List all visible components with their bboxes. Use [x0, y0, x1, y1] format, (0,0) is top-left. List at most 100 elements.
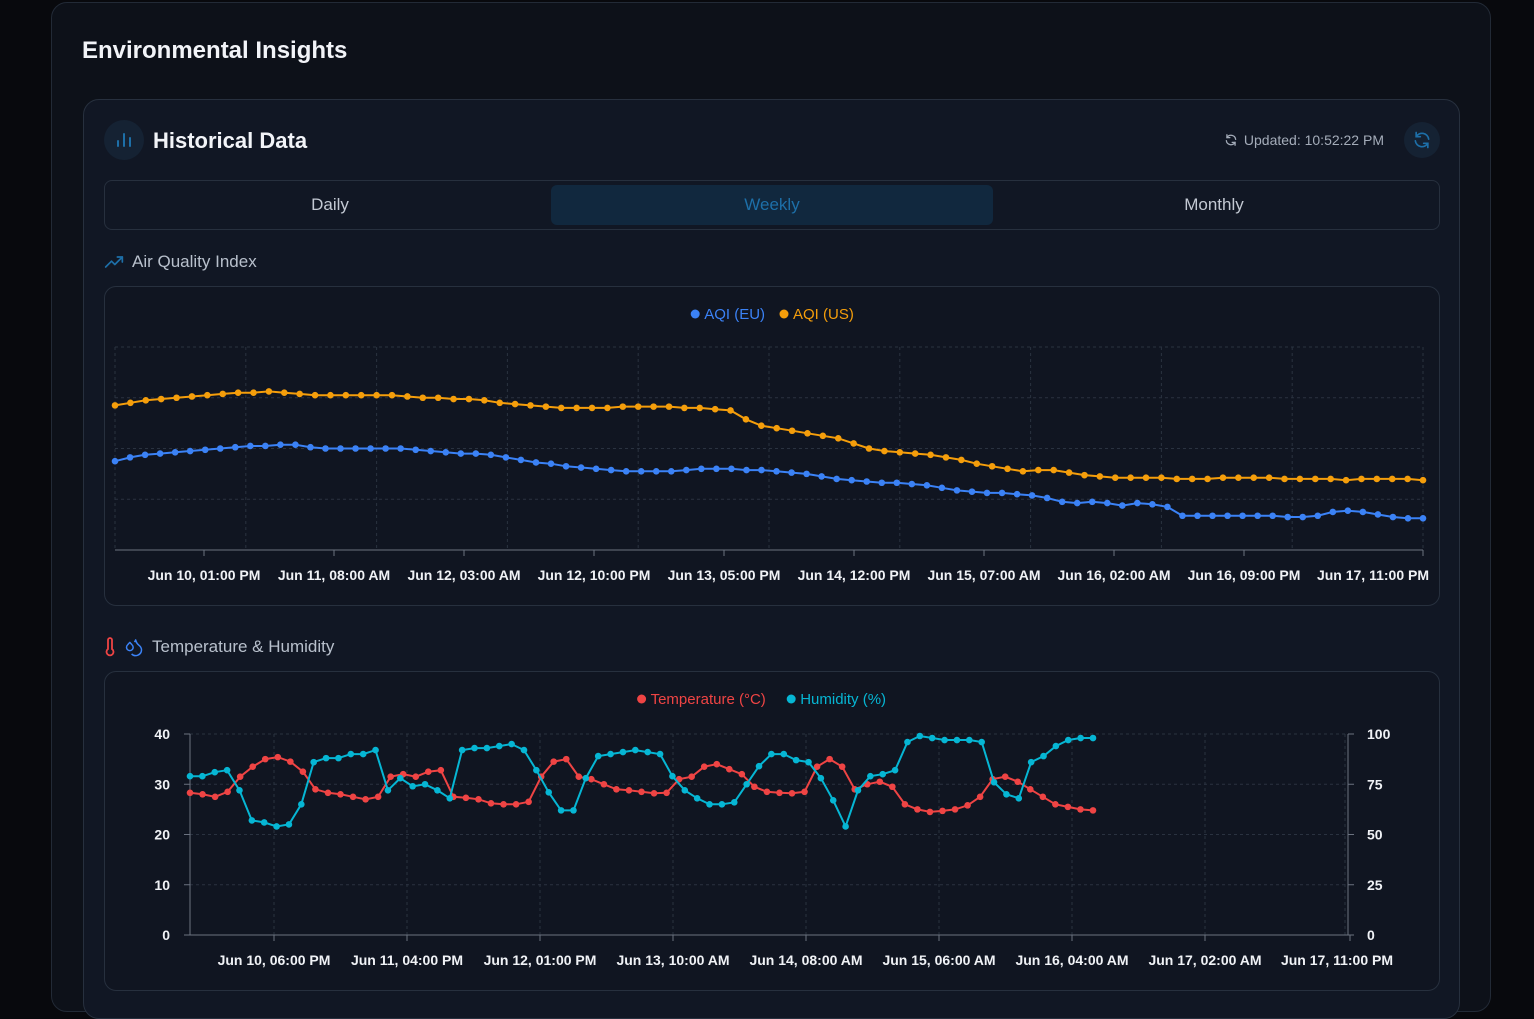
th-right-tick-label: 25 [1367, 877, 1383, 893]
th-point-hum [396, 774, 404, 782]
aqi-point-eu [1284, 513, 1291, 521]
aqi-point-eu [833, 475, 840, 483]
legend-label-hum: Humidity (%) [800, 691, 886, 708]
th-point-temp [224, 788, 231, 796]
aqi-point-us [1281, 475, 1288, 483]
th-point-hum [842, 823, 849, 830]
th-point-hum [632, 746, 639, 754]
th-point-hum [483, 744, 491, 752]
th-point-hum [359, 750, 367, 758]
th-left-tick-label: 10 [154, 877, 170, 893]
th-point-hum [619, 748, 627, 756]
th-point-hum [508, 740, 515, 748]
aqi-point-eu [1269, 512, 1276, 520]
aqi-point-eu [998, 489, 1006, 497]
aqi-x-tick-label: Jun 12, 10:00 PM [538, 567, 651, 583]
th-point-temp [713, 760, 721, 768]
th-point-temp [964, 802, 971, 809]
aqi-point-us [634, 403, 642, 410]
aqi-point-us [850, 440, 857, 447]
aqi-point-eu [277, 441, 284, 448]
th-point-temp [512, 801, 520, 808]
aqi-point-us [1358, 475, 1365, 483]
aqi-point-us [1173, 475, 1181, 483]
aqi-point-eu [307, 443, 314, 451]
aqi-point-us [881, 447, 888, 455]
th-left-tick-label: 20 [154, 827, 170, 843]
aqi-point-us [1004, 465, 1011, 473]
th-point-hum [310, 758, 317, 766]
th-point-hum [941, 736, 948, 744]
aqi-point-us [342, 391, 350, 399]
th-right-tick-label: 75 [1367, 776, 1383, 792]
tab-weekly[interactable]: Weekly [551, 185, 993, 225]
th-point-hum [768, 750, 775, 758]
aqi-point-us [1111, 474, 1119, 481]
aqi-point-us [927, 451, 934, 459]
th-point-hum [854, 786, 862, 794]
th-point-temp [387, 773, 394, 781]
th-x-tick-label: Jun 11, 04:00 PM [351, 952, 463, 968]
aqi-point-us [1019, 468, 1027, 475]
th-point-temp [487, 800, 495, 807]
aqi-point-eu [652, 468, 660, 475]
th-right-tick-label: 100 [1367, 726, 1391, 742]
th-point-temp [462, 794, 470, 802]
droplets-icon [125, 639, 143, 657]
th-point-hum [570, 807, 577, 814]
tab-daily[interactable]: Daily [311, 195, 349, 214]
th-point-temp [826, 755, 833, 763]
th-point-temp [613, 785, 620, 793]
tab-monthly[interactable]: Monthly [1184, 195, 1244, 214]
refresh-button[interactable] [1404, 122, 1440, 158]
th-point-temp [588, 775, 595, 783]
aqi-point-eu [141, 451, 149, 459]
aqi-point-us [1250, 474, 1258, 481]
legend-label-temp: Temperature (°C) [651, 691, 766, 708]
aqi-point-us [173, 394, 180, 402]
th-right-tick-label: 0 [1367, 927, 1375, 943]
th-point-temp [1089, 807, 1097, 814]
th-point-hum [545, 788, 553, 796]
th-line-hum [190, 734, 1093, 830]
aqi-x-tick-label: Jun 12, 03:00 AM [407, 567, 520, 583]
updated-label: Updated: 10:52:22 PM [1243, 132, 1384, 148]
th-point-hum [1003, 791, 1010, 798]
th-x-tick-label: Jun 10, 06:00 PM [218, 952, 331, 968]
temp-hum-section-title: Temperature & Humidity [152, 637, 335, 656]
th-point-hum [990, 778, 998, 786]
aqi-point-eu [667, 468, 675, 475]
aqi-point-eu [1359, 508, 1367, 516]
aqi-point-eu [472, 450, 480, 457]
th-point-temp [1001, 773, 1009, 781]
th-point-temp [249, 763, 257, 770]
aqi-x-tick-label: Jun 16, 02:00 AM [1057, 567, 1170, 583]
aqi-point-eu [171, 449, 179, 456]
th-point-hum [928, 734, 936, 742]
aqi-point-us [157, 395, 165, 403]
aqi-point-eu [1073, 499, 1081, 507]
th-point-temp [349, 793, 357, 801]
aqi-point-eu [698, 465, 705, 473]
aqi-point-us [542, 403, 550, 410]
th-point-temp [763, 788, 771, 796]
th-point-hum [421, 780, 429, 788]
aqi-point-eu [352, 445, 359, 452]
th-point-hum [458, 746, 466, 754]
th-point-temp [1039, 793, 1047, 801]
th-point-temp [236, 773, 244, 781]
th-point-temp [738, 770, 746, 778]
aqi-point-us [265, 388, 273, 395]
th-point-temp [475, 796, 482, 803]
th-point-temp [700, 763, 708, 770]
aqi-point-us [773, 424, 780, 432]
aqi-point-eu [622, 468, 630, 475]
aqi-point-eu [502, 454, 510, 461]
aqi-point-us [1127, 474, 1134, 481]
aqi-point-eu [1314, 512, 1322, 520]
th-point-hum [706, 801, 713, 808]
aqi-section-title: Air Quality Index [132, 252, 257, 271]
aqi-point-us [127, 399, 134, 407]
aqi-point-eu [1344, 507, 1352, 514]
th-point-temp [1014, 778, 1022, 786]
